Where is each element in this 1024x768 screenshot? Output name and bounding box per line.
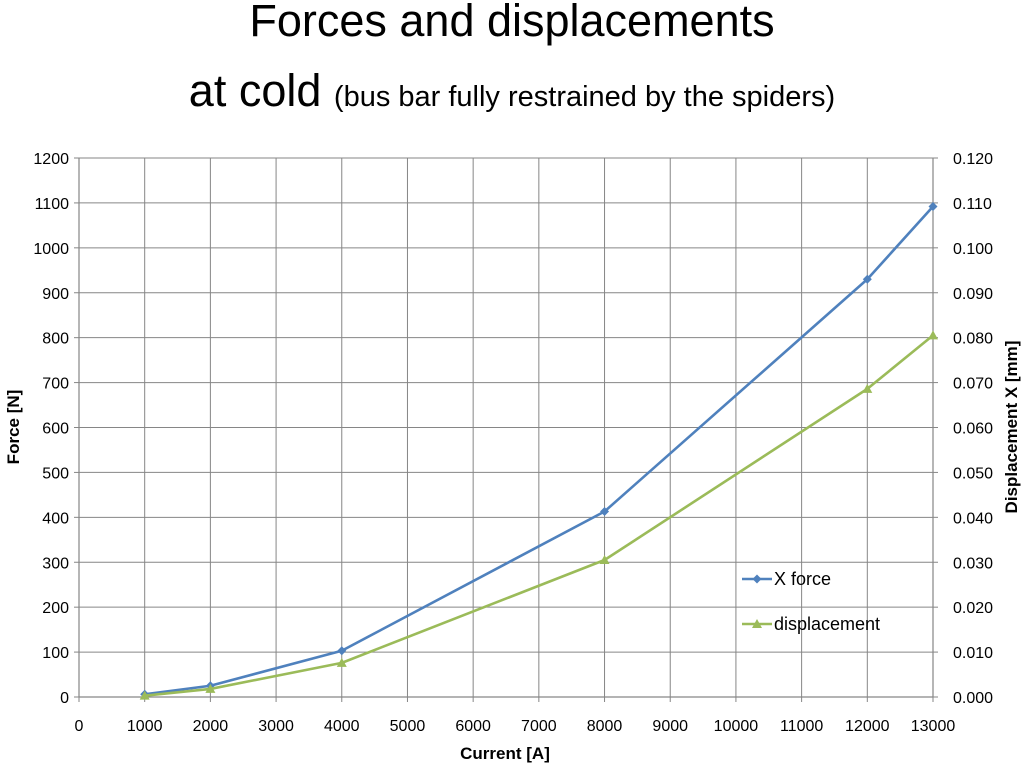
- chart-title-main: at cold: [188, 65, 322, 116]
- y2-tick-label: 0.120: [953, 151, 993, 168]
- x-tick-label: 5000: [390, 718, 426, 735]
- chart-subtitle: (bus bar fully restrained by the spiders…: [333, 81, 836, 113]
- data-point-displacement: [139, 690, 150, 700]
- y-tick-label: 800: [42, 331, 69, 348]
- legend-marker-displacement: [752, 619, 762, 628]
- series-line-displacement: [144, 334, 934, 697]
- y-tick-label: 0: [60, 690, 69, 707]
- y-tick-label: 700: [42, 376, 69, 393]
- y2-tick-label: 0.050: [953, 465, 993, 482]
- x-axis-label: Current [A]: [460, 744, 550, 763]
- x-tick-label: 8000: [587, 718, 623, 735]
- y2-tick-label: 0.040: [953, 510, 993, 527]
- data-point-displacement: [862, 383, 873, 393]
- y-tick-label: 1200: [33, 151, 69, 168]
- y-tick-label: 1100: [35, 196, 70, 213]
- y-tick-label: 200: [42, 600, 69, 617]
- y2-tick-label: 0.030: [953, 555, 993, 572]
- chart-title-line1: Forces and displacements: [249, 0, 775, 46]
- legend-label-x-force: X force: [774, 569, 831, 589]
- data-point-x-force: [337, 646, 347, 656]
- y2-tick-label: 0.010: [953, 645, 993, 662]
- data-point-displacement: [928, 330, 938, 340]
- y2-tick-label: 0.070: [953, 376, 993, 393]
- y2-tick-label: 0.020: [953, 600, 993, 617]
- x-tick-label: 4000: [324, 718, 360, 735]
- x-tick-label: 1000: [127, 718, 163, 735]
- y2-axis-label: Displacement X [mm]: [1002, 341, 1021, 514]
- y-tick-label: 100: [42, 645, 69, 662]
- legend: X force displacement: [742, 569, 880, 634]
- y-tick-label: 300: [42, 555, 69, 572]
- x-tick-label: 12000: [845, 718, 890, 735]
- data-point-displacement: [599, 555, 610, 565]
- y-tick-label: 600: [42, 421, 69, 438]
- y-tick-label: 1000: [33, 241, 69, 258]
- x-tick-label: 7000: [521, 718, 557, 735]
- legend-label-displacement: displacement: [774, 614, 880, 634]
- tick-labels: 0 1000 2000 3000 4000 5000 6000 7000 8000 9000 100…: [33, 151, 993, 735]
- y-axis-label: Force [N]: [4, 390, 23, 465]
- x-tick-label: 3000: [258, 718, 294, 735]
- x-tick-label: 11000: [780, 718, 823, 735]
- data-point-displacement: [336, 657, 347, 667]
- y2-tick-label: 0.080: [953, 331, 993, 348]
- y2-tick-label: 0.060: [953, 421, 993, 438]
- x-tick-label: 13000: [911, 718, 956, 735]
- y-tick-label: 900: [42, 286, 69, 303]
- data-point-x-force: [600, 506, 610, 516]
- x-tick-label: 10000: [714, 718, 759, 735]
- data-point-x-force: [928, 202, 938, 212]
- legend-marker-x-force: [752, 574, 762, 584]
- y2-tick-label: 0.090: [953, 286, 993, 303]
- data-point-displacement: [205, 683, 216, 693]
- y-tick-label: 400: [42, 510, 69, 527]
- y2-tick-label: 0.110: [953, 196, 992, 213]
- x-tick-label: 9000: [652, 718, 688, 735]
- series-layer: [139, 202, 938, 700]
- x-tick-label: 2000: [193, 718, 229, 735]
- y-tick-label: 500: [42, 465, 69, 482]
- y2-tick-label: 0.100: [953, 241, 993, 258]
- chart-title-line2: at cold (bus bar fully restrained by the…: [0, 62, 1024, 126]
- data-point-x-force: [862, 274, 872, 284]
- series-line-x-force: [144, 205, 934, 696]
- axes: [74, 157, 938, 702]
- x-tick-label: 0: [75, 718, 84, 735]
- x-tick-label: 6000: [455, 718, 491, 735]
- y2-tick-label: 0.000: [953, 690, 993, 707]
